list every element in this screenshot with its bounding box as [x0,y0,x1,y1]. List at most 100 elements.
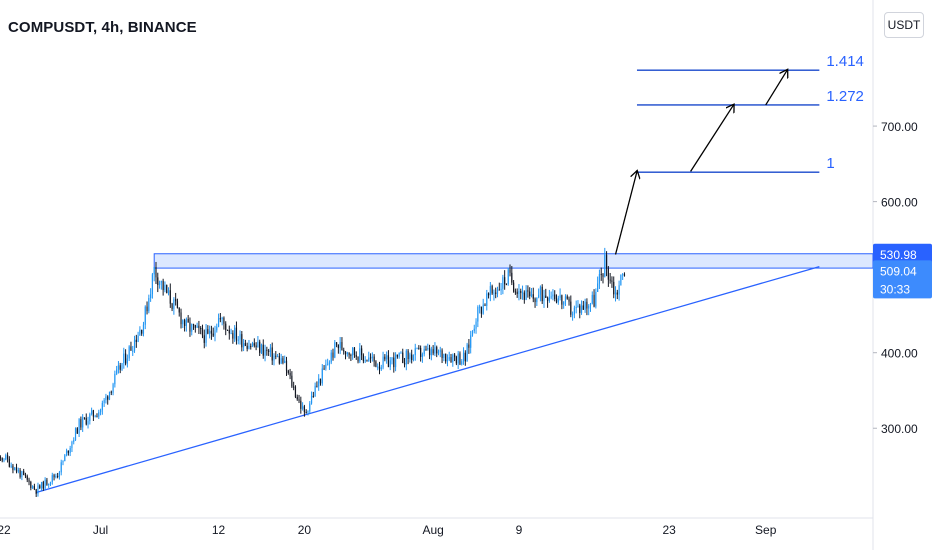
candle-body [28,479,30,483]
candle-body [319,378,322,384]
candle-body [328,362,331,365]
candle-body [167,290,170,294]
candle-body [51,475,53,482]
candle-body [310,395,313,404]
candle-body [251,343,254,347]
candle-body [105,396,107,401]
candle-body [552,294,554,297]
candle-body [212,333,214,336]
candle-body [112,384,114,393]
candle-body [378,366,381,370]
candle-body [446,359,449,362]
candle-body [171,303,173,309]
candle-body [398,353,400,357]
candle-body [620,274,622,286]
candle-body [420,347,422,357]
candle-body [491,286,493,294]
candle-body [457,353,459,364]
candle-body [183,320,186,326]
candle-body [369,357,372,359]
candle-body [243,343,245,348]
currency-button[interactable]: USDT [884,12,924,38]
candle-body [35,489,37,494]
candle-body [62,461,64,463]
candle-body [189,322,191,332]
candle-body [450,357,452,363]
candle-body [386,355,388,360]
candle-body [504,277,506,285]
candle-body [555,298,558,303]
candle-body [453,354,456,357]
candle-body [570,301,572,315]
candle-body [128,346,130,359]
candle-body [468,344,470,348]
candle-body [616,292,618,295]
candle-body [575,307,577,309]
candle-body [259,341,261,353]
candle-body [160,280,162,283]
candle-body [24,474,27,477]
candle-body [235,327,238,341]
candle-body [23,471,25,475]
candle-body [201,328,204,336]
candle-body [262,344,264,356]
candle-body [411,354,413,361]
candle-body [470,335,472,348]
candle-body [613,281,615,295]
candle-body [516,291,518,295]
candle-body [187,318,189,323]
candle-body [176,301,179,309]
candle-body [344,351,347,355]
candle-body [85,417,87,425]
candle-body [207,329,209,334]
candle-body [352,347,354,356]
current-price-label: 509.04 [880,264,917,278]
candle-body [103,400,105,403]
candle-body [146,306,148,312]
candle-body [479,306,481,308]
candle-body [316,385,318,387]
candle-body [214,330,216,336]
candle-body [155,267,157,278]
candle-body [137,335,139,342]
candle-body [99,410,102,413]
candle-body [394,354,397,368]
candle-body [325,364,327,369]
candle-body [482,304,484,314]
candle-body [380,367,382,370]
candle-body [520,291,522,293]
candle-body [591,294,593,304]
candle-body [10,465,12,467]
candle-body [421,354,424,357]
candle-body [430,349,432,356]
candle-body [148,298,150,312]
candle-body [462,352,465,362]
candle-body [33,486,35,490]
candle-body [572,314,574,316]
candle-body [362,355,365,362]
candle-body [119,365,121,370]
candle-body [15,467,18,472]
fib-level-label: 1 [826,155,834,172]
candle-body [185,318,187,326]
candle-body [593,294,595,307]
candle-body [296,397,298,400]
candle-body [611,280,613,282]
candle-body [521,292,524,294]
candle-body [473,328,475,332]
candle-body [343,350,345,352]
candle-body [525,290,527,300]
candle-body [475,321,477,329]
candle-body [76,428,78,434]
candle-body [57,475,59,477]
candle-body [89,414,91,422]
candle-body [42,482,44,489]
candle-body [393,357,395,368]
candle-body [282,358,284,363]
candle-body [582,305,584,310]
candle-body [577,305,579,308]
candle-body [121,363,123,370]
candle-body [232,333,234,339]
